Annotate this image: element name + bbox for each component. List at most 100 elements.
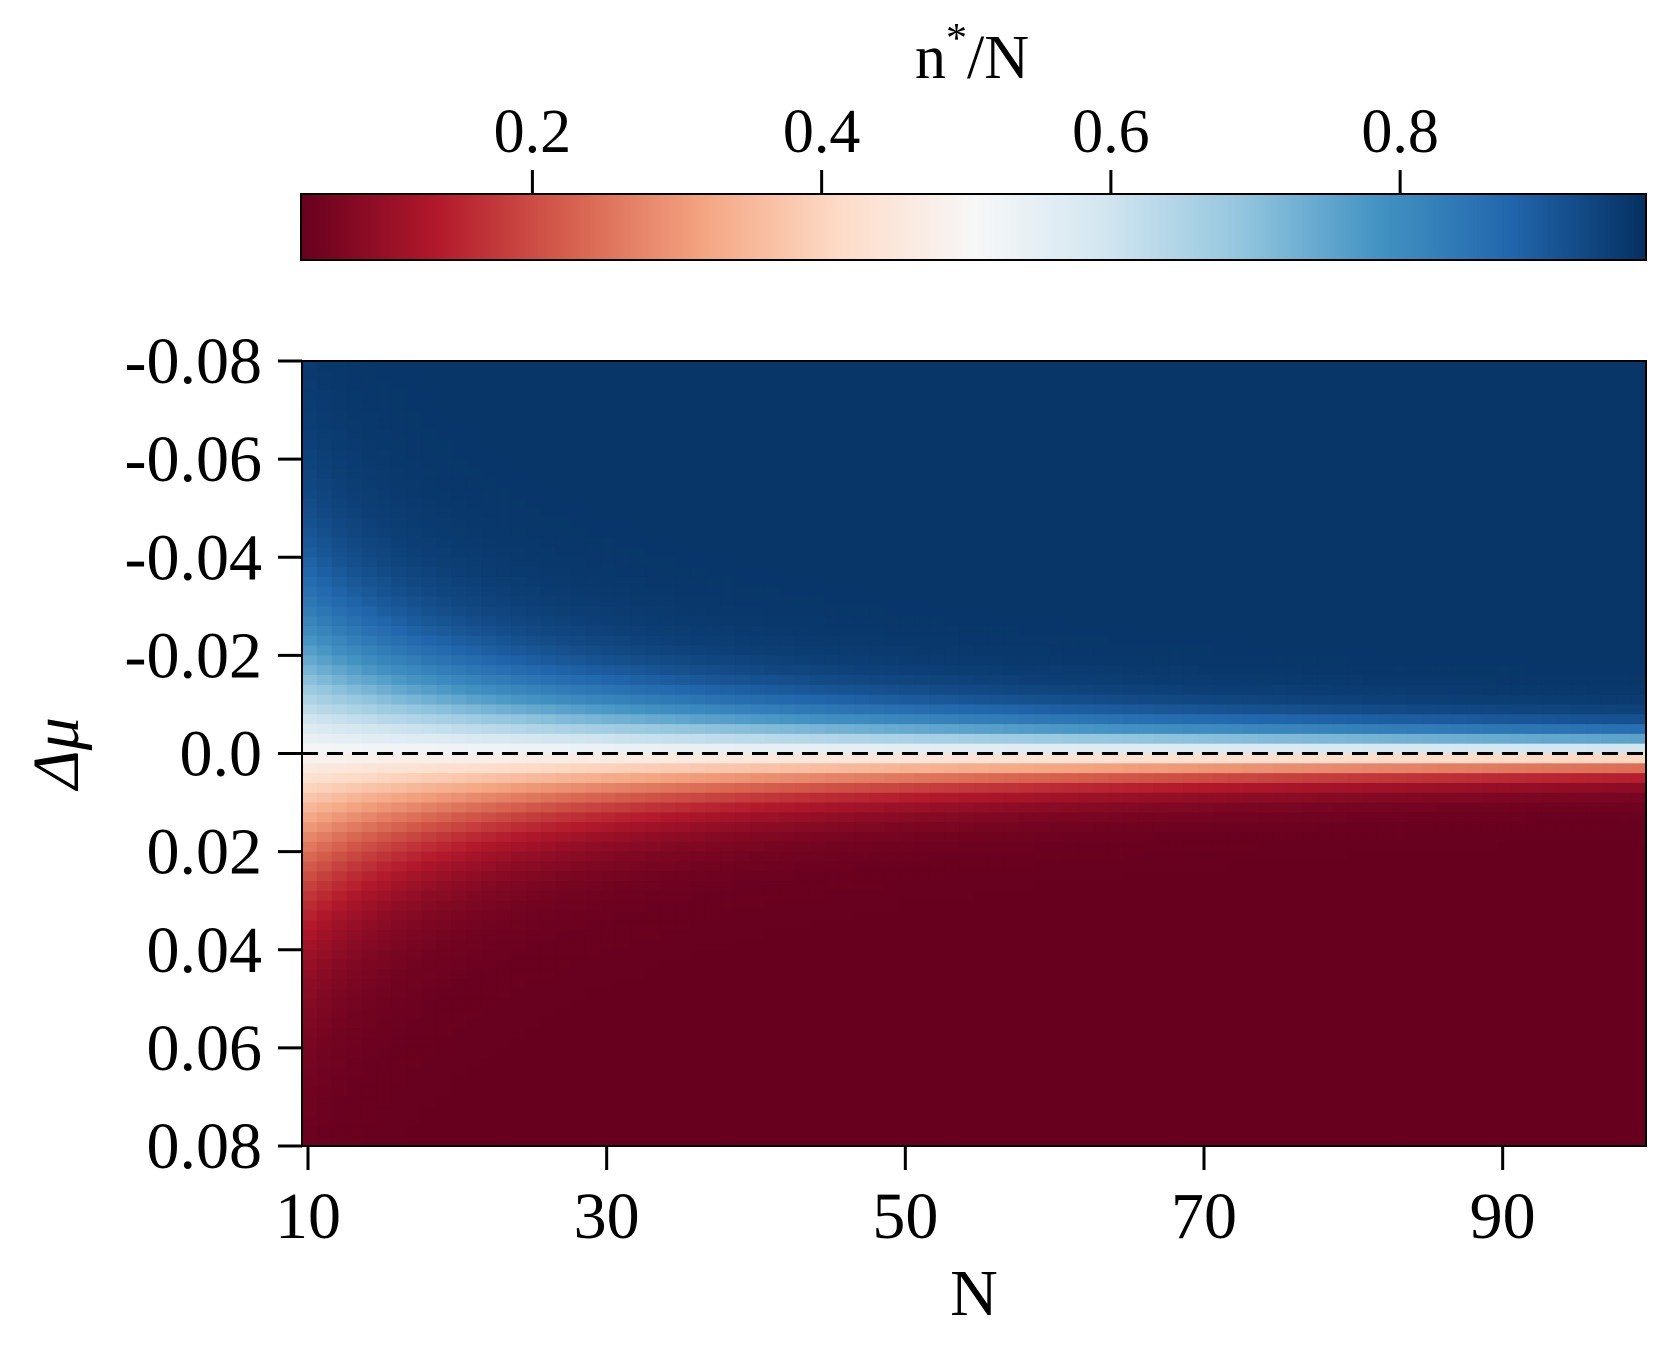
heatmap-cell <box>391 1028 408 1039</box>
heatmap-cell <box>585 851 602 863</box>
heatmap-cell <box>705 518 721 529</box>
heatmap-cell <box>959 537 975 549</box>
heatmap-cell <box>854 380 871 392</box>
heatmap-cell <box>1212 606 1229 617</box>
heatmap-cell <box>1018 881 1035 892</box>
heatmap-cell <box>406 822 423 833</box>
heatmap-cell <box>824 1106 841 1118</box>
heatmap-cell <box>974 1116 990 1127</box>
heatmap-cell <box>720 782 736 794</box>
heatmap-cell <box>974 665 990 676</box>
heatmap-cell <box>511 645 527 656</box>
heatmap-cell <box>914 380 930 392</box>
heatmap-cell <box>600 743 617 755</box>
heatmap-cell <box>869 802 885 813</box>
heatmap-cell <box>675 881 691 892</box>
heatmap-cell <box>854 959 871 970</box>
heatmap-cell <box>316 596 333 607</box>
heatmap-cell <box>660 714 676 725</box>
heatmap-cell <box>391 773 408 784</box>
heatmap-cell <box>899 429 915 441</box>
heatmap-cell <box>675 380 691 392</box>
heatmap-cell <box>1168 1116 1184 1127</box>
heatmap-cell <box>660 763 676 774</box>
heatmap-cell <box>361 1136 378 1147</box>
heatmap-cell <box>645 812 661 823</box>
heatmap-cell <box>391 792 408 804</box>
heatmap-cell <box>1078 635 1095 647</box>
heatmap-cell <box>511 930 527 941</box>
heatmap-cell <box>391 930 408 941</box>
heatmap-cell <box>1212 547 1229 558</box>
heatmap-cell <box>481 478 497 490</box>
heatmap-cell <box>809 841 826 853</box>
heatmap-cell <box>1153 684 1169 696</box>
heatmap-cell <box>899 714 915 725</box>
heatmap-cell <box>1093 920 1109 931</box>
heatmap-cell <box>794 625 811 637</box>
heatmap-cell <box>944 1038 960 1049</box>
heatmap-cell <box>899 449 915 460</box>
heatmap-cell <box>526 478 542 490</box>
heatmap-cell <box>540 439 557 450</box>
heatmap-cell <box>436 753 452 764</box>
heatmap-cell <box>854 518 871 529</box>
heatmap-cell <box>779 910 796 921</box>
heatmap-cell <box>720 890 736 902</box>
heatmap-cell <box>809 527 826 539</box>
heatmap-cell <box>1063 439 1080 450</box>
heatmap-cell <box>540 900 557 912</box>
heatmap-cell <box>331 547 348 558</box>
heatmap-cell <box>645 400 661 411</box>
heatmap-cell <box>764 429 781 441</box>
heatmap-cell <box>824 763 841 774</box>
heatmap-cell <box>570 890 587 902</box>
heatmap-cell <box>869 449 885 460</box>
heatmap-cell <box>1048 763 1065 774</box>
heatmap-cell <box>884 1087 900 1098</box>
heatmap-cell <box>466 655 482 666</box>
heatmap-cell <box>1153 596 1169 607</box>
heatmap-cell <box>436 782 452 794</box>
heatmap-cell <box>600 812 617 823</box>
heatmap-cell <box>1063 753 1080 764</box>
heatmap-cell <box>1198 410 1214 421</box>
heatmap-cell <box>630 861 647 872</box>
heatmap-cell <box>496 841 512 853</box>
heatmap-cell <box>794 459 811 470</box>
heatmap-cell <box>406 361 423 372</box>
heatmap-cell <box>660 832 676 843</box>
heatmap-cell <box>884 665 900 676</box>
heatmap-cell <box>1138 832 1154 843</box>
heatmap-cell <box>436 802 452 813</box>
heatmap-cell <box>466 822 482 833</box>
heatmap-cell <box>481 518 497 529</box>
heatmap-cell <box>555 518 572 529</box>
heatmap-cell <box>974 370 990 382</box>
heatmap-cell <box>839 949 856 961</box>
heatmap-cell <box>929 1106 945 1118</box>
heatmap-cell <box>645 547 661 558</box>
heatmap-cell <box>899 733 915 745</box>
heatmap-cell <box>570 419 587 431</box>
heatmap-cell <box>391 419 408 431</box>
heatmap-cell <box>1108 567 1124 578</box>
heatmap-cell <box>1003 1067 1020 1078</box>
heatmap-cell <box>1048 419 1065 431</box>
heatmap-cell <box>839 910 856 921</box>
heatmap-cell <box>391 390 408 401</box>
heatmap-cell <box>496 616 512 627</box>
heatmap-cell <box>316 1038 333 1049</box>
heatmap-cell <box>436 939 452 951</box>
heatmap-cell <box>854 1126 871 1137</box>
heatmap-cell <box>884 635 900 647</box>
heatmap-cell <box>570 429 587 441</box>
heatmap-cell <box>690 969 706 980</box>
heatmap-cell <box>854 429 871 441</box>
heatmap-cell <box>1153 910 1169 921</box>
heatmap-cell <box>1048 704 1065 715</box>
heatmap-cell <box>585 979 602 990</box>
heatmap-cell <box>361 527 378 539</box>
heatmap-cell <box>1078 743 1095 755</box>
heatmap-cell <box>959 567 975 578</box>
